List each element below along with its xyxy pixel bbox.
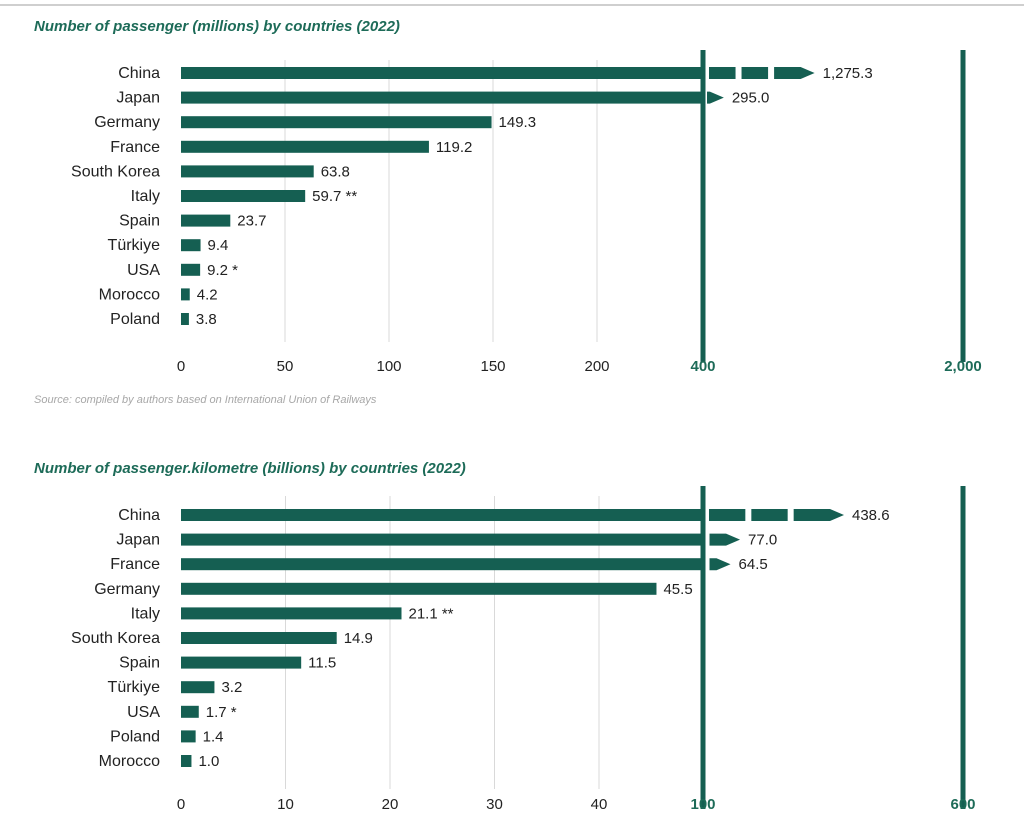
bar-arrow (794, 509, 844, 521)
bar (181, 755, 191, 767)
category-label: Poland (110, 311, 160, 328)
bar-segment (709, 67, 736, 79)
bar (181, 509, 703, 521)
passenger-km-bar-chart: China 438.6 Japan 77.0 France 64.5 Germany 45.5… (0, 482, 1024, 829)
bar-segment (751, 509, 787, 521)
value-label: 63.8 (321, 163, 350, 180)
category-label: Morocco (99, 753, 160, 770)
bar-arrow (710, 534, 741, 546)
tick-label: 150 (480, 358, 505, 375)
value-label: 3.2 (221, 679, 242, 696)
category-label: Spain (119, 213, 160, 230)
tick-label: 0 (177, 358, 185, 375)
bar-segment (742, 67, 769, 79)
bar-segment (709, 509, 745, 521)
value-label: 119.2 (436, 139, 472, 156)
value-label: 1.4 (203, 728, 224, 745)
category-label: USA (127, 262, 160, 279)
value-label: 21.1 ** (408, 605, 453, 622)
axis-break-line (701, 50, 706, 362)
source-note: Source: compiled by authors based on Int… (34, 394, 376, 406)
tick-label: 100 (376, 358, 401, 375)
bar (181, 116, 492, 128)
value-label: 11.5 (308, 655, 336, 672)
bar-arrow (774, 67, 815, 79)
bar (181, 67, 703, 79)
category-label: Italy (131, 188, 160, 205)
tick-label: 400 (690, 358, 715, 375)
tick-label: 0 (177, 796, 185, 813)
category-label: Morocco (99, 286, 160, 303)
value-label: 1.7 * (206, 704, 237, 721)
value-label: 77.0 (748, 532, 777, 549)
bar (181, 288, 190, 300)
category-label: South Korea (71, 630, 160, 647)
bar-arrow (707, 92, 724, 104)
bar (181, 681, 214, 693)
top-divider (0, 4, 1024, 6)
axis-end-line (961, 50, 966, 362)
category-label: China (118, 65, 160, 82)
bar (181, 239, 201, 251)
value-label: 1.0 (198, 753, 219, 770)
bar (181, 534, 704, 546)
tick-label: 10 (277, 796, 294, 813)
category-label: South Korea (71, 163, 160, 180)
category-label: Türkiye (108, 679, 161, 696)
axis-break-line (701, 486, 706, 809)
value-label: 9.4 (208, 237, 229, 254)
bar-arrow (710, 558, 731, 570)
bar (181, 92, 701, 104)
bar (181, 706, 199, 718)
bar (181, 558, 704, 570)
tick-label: 40 (591, 796, 608, 813)
value-label: 9.2 * (207, 262, 238, 279)
value-label: 1,275.3 (823, 65, 873, 82)
value-label: 14.9 (344, 630, 373, 647)
bar (181, 141, 429, 153)
category-label: Spain (119, 655, 160, 672)
value-label: 59.7 ** (312, 188, 357, 205)
bar (181, 730, 196, 742)
tick-label: 2,000 (944, 358, 982, 375)
category-label: Italy (131, 605, 160, 622)
chart-1-title: Number of passenger (millions) by countr… (34, 18, 400, 35)
category-label: USA (127, 704, 160, 721)
bar (181, 215, 230, 227)
category-label: France (110, 139, 160, 156)
category-label: China (118, 507, 160, 524)
tick-label: 30 (486, 796, 503, 813)
tick-label: 50 (277, 358, 294, 375)
tick-label: 200 (584, 358, 609, 375)
bar (181, 313, 189, 325)
tick-label: 600 (950, 796, 975, 813)
axis-end-line (961, 486, 966, 809)
bar (181, 165, 314, 177)
bar (181, 264, 200, 276)
value-label: 149.3 (499, 114, 537, 131)
value-label: 64.5 (739, 556, 768, 573)
category-label: Germany (94, 581, 160, 598)
bar (181, 657, 301, 669)
category-label: Japan (116, 90, 160, 107)
bar (181, 632, 337, 644)
value-label: 3.8 (196, 311, 217, 328)
bar (181, 607, 401, 619)
value-label: 438.6 (852, 507, 890, 524)
passengers-bar-chart: China 1,275.3 Japan 295.0 Germany 149.3 France… (0, 40, 1024, 400)
value-label: 295.0 (732, 90, 770, 107)
tick-label: 20 (382, 796, 399, 813)
category-label: Poland (110, 728, 160, 745)
chart-2-title: Number of passenger.kilometre (billions)… (34, 460, 466, 477)
category-label: Türkiye (108, 237, 161, 254)
bar (181, 583, 656, 595)
value-label: 45.5 (663, 581, 692, 598)
category-label: Japan (116, 532, 160, 549)
value-label: 23.7 (237, 213, 266, 230)
category-label: France (110, 556, 160, 573)
value-label: 4.2 (197, 286, 218, 303)
bar (181, 190, 305, 202)
category-label: Germany (94, 114, 160, 131)
tick-label: 100 (690, 796, 715, 813)
